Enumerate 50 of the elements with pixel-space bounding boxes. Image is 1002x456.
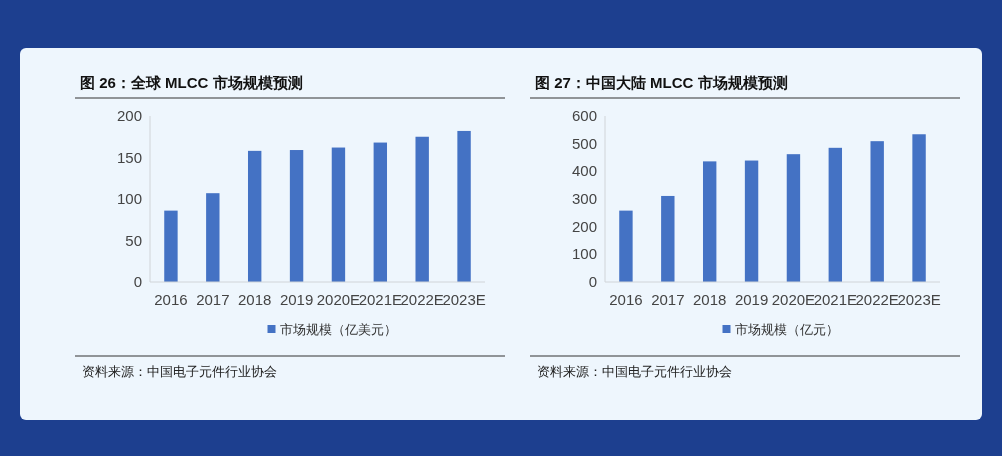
bar [744, 160, 759, 282]
y-tick-label: 0 [133, 273, 142, 290]
x-tick-label: 2023E [897, 291, 941, 308]
bar [702, 161, 717, 282]
x-tick-label: 2016 [609, 291, 643, 308]
x-tick-label: 2017 [651, 291, 685, 308]
y-tick-label: 200 [116, 107, 142, 124]
y-tick-label: 500 [571, 134, 597, 152]
chart-title: 图 27：中国大陆 MLCC 市场规模预测 [535, 74, 788, 91]
x-tick-label: 2022E [855, 291, 899, 308]
text: 资料来源：中国电子元件行业协会 [82, 364, 277, 379]
y-tick-label: 400 [571, 162, 597, 180]
bar [247, 150, 262, 282]
legend-label: 市场规模（亿元） [734, 322, 839, 337]
bar [289, 150, 304, 282]
x-tick-label: 2018 [693, 291, 727, 308]
x-tick-label: 2021E [358, 291, 402, 308]
bar [164, 210, 178, 282]
x-tick-label: 2022E [400, 291, 444, 308]
bar [870, 141, 884, 282]
bar [786, 154, 801, 282]
x-tick-label: 2017 [196, 291, 230, 308]
bar [912, 134, 926, 282]
bar [661, 195, 675, 282]
y-tick-label: 100 [116, 190, 142, 207]
x-tick-label: 2018 [238, 291, 272, 308]
y-tick-label: 0 [588, 273, 597, 290]
bar [415, 136, 429, 282]
x-tick-label: 2023E [442, 291, 486, 308]
x-tick-label: 2021E [813, 291, 857, 308]
bar [457, 130, 471, 282]
bar [206, 193, 220, 282]
bar [619, 210, 633, 282]
x-tick-label: 2020E [316, 291, 361, 308]
y-tick-label: 200 [571, 217, 597, 235]
text: 资料来源：中国电子元件行业协会 [537, 364, 732, 379]
legend-label: 市场规模（亿美元） [279, 322, 397, 337]
x-tick-label: 2016 [154, 291, 188, 308]
x-tick-label: 2019 [279, 291, 314, 308]
y-tick-label: 50 [125, 231, 142, 249]
x-tick-label: 2020E [771, 291, 816, 308]
bar [373, 142, 388, 282]
x-tick-label: 2019 [734, 291, 769, 308]
bar [828, 147, 843, 282]
y-tick-label: 600 [571, 107, 597, 124]
y-tick-label: 300 [571, 190, 597, 207]
y-tick-label: 150 [116, 148, 142, 166]
y-tick-label: 100 [571, 245, 597, 263]
bar [331, 147, 346, 282]
chart-title: 图 26：全球 MLCC 市场规模预测 [80, 74, 303, 91]
